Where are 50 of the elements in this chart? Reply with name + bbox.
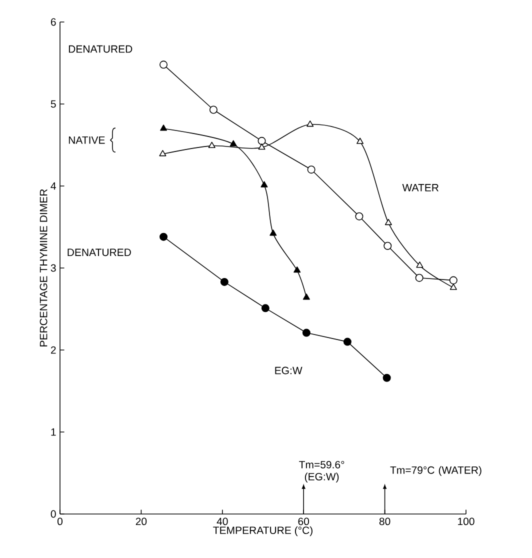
point — [159, 150, 166, 156]
annotation: WATER — [402, 184, 438, 192]
point — [261, 304, 270, 312]
point — [302, 328, 310, 337]
y-tick-label: 3 — [50, 264, 56, 272]
y-tick-label: 0 — [50, 510, 56, 518]
annotation: DENATURED — [68, 45, 132, 53]
annotation: Tm=79°C (WATER) — [390, 466, 482, 476]
point — [307, 166, 316, 174]
x-tick-label: 80 — [379, 518, 390, 526]
point — [306, 120, 314, 127]
annotation: DENATURED — [68, 248, 131, 256]
x-tick-label: 20 — [136, 518, 147, 526]
point — [294, 266, 301, 273]
point — [270, 230, 277, 236]
point — [416, 262, 424, 268]
point — [384, 242, 392, 250]
point — [450, 284, 457, 290]
point — [160, 232, 168, 241]
annotation: NATIVE — [68, 136, 105, 144]
y-tick-label: 2 — [50, 346, 56, 354]
annotation: Tm=59.6° (EG:W) — [299, 460, 344, 482]
y-axis-title: PERCENTAGE THYMINE DIMER — [40, 189, 48, 346]
point — [258, 143, 266, 150]
point — [449, 276, 458, 284]
point — [415, 274, 424, 282]
point — [384, 218, 392, 226]
point — [302, 294, 310, 300]
y-tick-label: 1 — [51, 428, 56, 436]
y-tick-label: 5 — [50, 100, 56, 108]
y-tick-label: 4 — [50, 182, 56, 190]
y-tick-label: 6 — [50, 18, 56, 26]
point — [208, 142, 216, 148]
point — [355, 212, 364, 220]
point — [382, 374, 391, 382]
x-tick-label: 60 — [298, 518, 310, 526]
point — [160, 60, 168, 69]
x-axis-title: TEMPERATURE (°C) — [213, 526, 312, 536]
x-tick-label: 0 — [57, 518, 63, 526]
annotation: EG:W — [275, 366, 302, 374]
point — [260, 181, 268, 188]
x-tick-label: 40 — [216, 518, 228, 526]
point — [258, 136, 266, 145]
point — [160, 124, 168, 131]
x-tick-label: 100 — [458, 518, 474, 526]
point — [209, 106, 218, 114]
point — [220, 278, 228, 286]
point — [356, 138, 364, 144]
point — [343, 338, 352, 346]
point — [230, 140, 237, 146]
